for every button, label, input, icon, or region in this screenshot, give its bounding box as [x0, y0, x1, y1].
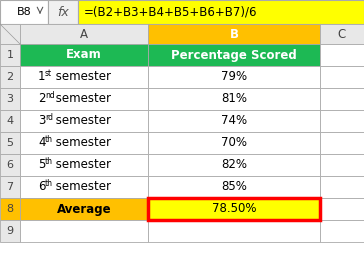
Text: 85%: 85%: [221, 180, 247, 193]
Bar: [20, 132, 148, 154]
Text: 2: 2: [38, 92, 46, 105]
Bar: [20, 110, 148, 132]
Text: nd: nd: [45, 91, 55, 99]
Bar: [0, 24, 20, 44]
Bar: [148, 176, 320, 198]
Bar: [0, 44, 20, 66]
Text: semester: semester: [52, 115, 111, 127]
Bar: [20, 220, 148, 242]
Bar: [0, 88, 20, 110]
Text: 4: 4: [38, 137, 46, 150]
Text: 79%: 79%: [221, 70, 247, 83]
Text: Exam: Exam: [66, 49, 102, 62]
Text: =(B2+B3+B4+B5+B6+B7)/6: =(B2+B3+B4+B5+B6+B7)/6: [84, 5, 257, 18]
Text: C: C: [338, 27, 346, 40]
Text: fx: fx: [57, 5, 69, 18]
Text: th: th: [45, 179, 53, 188]
Text: B8: B8: [17, 7, 31, 17]
Bar: [320, 176, 364, 198]
Text: 7: 7: [7, 182, 13, 192]
Bar: [320, 44, 364, 66]
Text: Percentage Scored: Percentage Scored: [171, 49, 297, 62]
Bar: [148, 198, 320, 220]
Bar: [78, 0, 364, 24]
Bar: [320, 24, 364, 44]
Bar: [148, 66, 320, 88]
Text: 5: 5: [7, 138, 13, 148]
Bar: [320, 66, 364, 88]
Bar: [148, 132, 320, 154]
Text: 78.50%: 78.50%: [212, 202, 256, 215]
Bar: [20, 198, 148, 220]
Bar: [0, 220, 20, 242]
Text: semester: semester: [52, 137, 111, 150]
Text: 9: 9: [7, 226, 13, 236]
Text: semester: semester: [52, 159, 111, 172]
Bar: [20, 66, 148, 88]
Bar: [320, 88, 364, 110]
Text: th: th: [45, 156, 53, 166]
Text: 3: 3: [38, 115, 46, 127]
Bar: [0, 198, 20, 220]
Text: 1: 1: [7, 50, 13, 60]
Bar: [148, 198, 320, 220]
Bar: [48, 0, 78, 24]
Text: B: B: [229, 27, 238, 40]
Text: st: st: [45, 69, 52, 78]
Bar: [0, 176, 20, 198]
Text: 5: 5: [38, 159, 46, 172]
Bar: [20, 44, 148, 66]
Text: semester: semester: [52, 70, 111, 83]
Text: 4: 4: [7, 116, 13, 126]
Bar: [0, 66, 20, 88]
Bar: [20, 176, 148, 198]
Bar: [320, 132, 364, 154]
Text: 6: 6: [38, 180, 46, 193]
Text: 70%: 70%: [221, 137, 247, 150]
Bar: [20, 24, 148, 44]
Bar: [0, 154, 20, 176]
Bar: [320, 110, 364, 132]
Text: semester: semester: [52, 180, 111, 193]
Text: 2: 2: [7, 72, 13, 82]
Bar: [0, 132, 20, 154]
Bar: [0, 0, 48, 24]
Bar: [148, 88, 320, 110]
Text: 74%: 74%: [221, 115, 247, 127]
Bar: [148, 154, 320, 176]
Text: 6: 6: [7, 160, 13, 170]
Text: 81%: 81%: [221, 92, 247, 105]
Text: 8: 8: [7, 204, 13, 214]
Bar: [148, 220, 320, 242]
Bar: [20, 154, 148, 176]
Text: 3: 3: [7, 94, 13, 104]
Text: 82%: 82%: [221, 159, 247, 172]
Bar: [0, 110, 20, 132]
Bar: [320, 154, 364, 176]
Bar: [148, 44, 320, 66]
Text: 1: 1: [38, 70, 46, 83]
Text: semester: semester: [52, 92, 111, 105]
Bar: [148, 24, 320, 44]
Bar: [20, 88, 148, 110]
Text: Average: Average: [57, 202, 111, 215]
Text: A: A: [80, 27, 88, 40]
Text: th: th: [45, 134, 53, 144]
Bar: [320, 198, 364, 220]
Text: rd: rd: [45, 112, 53, 121]
Bar: [148, 110, 320, 132]
Bar: [320, 220, 364, 242]
